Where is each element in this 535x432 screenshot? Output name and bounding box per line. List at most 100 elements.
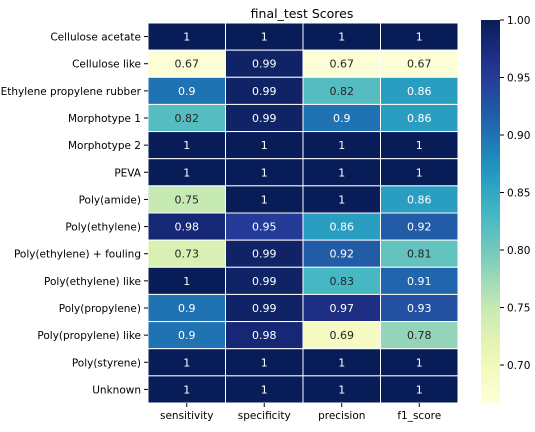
heatmap-cell (147, 212, 226, 241)
heatmap-cell (380, 22, 459, 51)
cell-value-label: 0.99 (252, 85, 277, 98)
colorbar: 0.70 0.75 0.80 0.85 0.90 0.95 1.00 (481, 15, 530, 403)
cell-value-label: 0.86 (330, 221, 355, 234)
cell-value-label: 0.99 (252, 275, 277, 288)
heatmap-cell (225, 22, 304, 51)
cell-value-label: 1 (261, 193, 268, 206)
row-label: Cellulose like (72, 59, 141, 71)
heatmap-cell (380, 321, 459, 350)
cell-value-label: 0.98 (175, 221, 200, 234)
column-label: sensitivity (160, 410, 213, 422)
cell-value-label: 1 (183, 356, 190, 369)
cell-value-label: 1 (338, 139, 345, 152)
cell-value-label: 0.9 (178, 302, 196, 315)
row-label: Poly(ethylene) + fouling (14, 249, 141, 261)
cell-value-label: 0.93 (407, 302, 432, 315)
heatmap-cell (225, 293, 304, 323)
cell-value-label: 1 (261, 356, 268, 369)
cell-value-label: 0.91 (407, 275, 432, 288)
column-label: f1_score (397, 410, 441, 422)
heatmap-cell (380, 293, 459, 323)
heatmap-cell (225, 131, 304, 160)
heatmap-cell (225, 49, 304, 78)
cell-value-label: 0.86 (407, 85, 432, 98)
heatmap-cell (302, 185, 381, 214)
cell-value-label: 1 (261, 31, 268, 44)
row-label: Poly(styrene) (72, 357, 141, 369)
colorbar-tick-label: 0.75 (507, 303, 530, 315)
heatmap-cell (302, 131, 381, 160)
heatmap-cell (380, 158, 459, 187)
heatmap-cell (380, 49, 459, 78)
cell-value-label: 1 (338, 31, 345, 44)
cell-value-label: 1 (338, 383, 345, 396)
cell-value-label: 0.73 (175, 248, 200, 261)
heatmap-cell (225, 375, 304, 404)
heatmap-cells: 1 1 1 1 0.67 0.99 0.67 0.67 0.9 0.99 0.82 0.86 0.82 0… (147, 22, 459, 404)
cell-value-label: 0.99 (252, 302, 277, 315)
row-label: Poly(amide) (79, 194, 141, 206)
cell-value-label: 1 (183, 383, 190, 396)
cell-value-label: 0.99 (252, 58, 277, 71)
heatmap-cell (302, 212, 381, 241)
cell-value-label: 1 (261, 166, 268, 179)
cell-value-label: 0.81 (407, 248, 432, 261)
cell-value-label: 0.92 (407, 221, 432, 234)
cell-value-label: 1 (338, 356, 345, 369)
heatmap-cell (147, 321, 226, 350)
heatmap-cell (380, 239, 459, 268)
cell-value-label: 1 (416, 356, 423, 369)
cell-value-label: 0.67 (330, 58, 355, 71)
cell-value-label: 0.82 (175, 112, 200, 125)
cell-value-label: 0.86 (407, 193, 432, 206)
row-label: Poly(ethylene) (65, 222, 141, 234)
colorbar-tick-label: 0.85 (507, 188, 530, 200)
cell-value-label: 1 (416, 31, 423, 44)
cell-value-label: 1 (416, 139, 423, 152)
cell-value-label: 1 (261, 139, 268, 152)
colorbar-tick-label: 0.80 (507, 245, 530, 257)
heatmap-cell (380, 185, 459, 214)
heatmap-cell (302, 321, 381, 350)
cell-value-label: 0.75 (175, 193, 200, 206)
colorbar-tick-label: 0.70 (507, 360, 530, 372)
cell-value-label: 1 (183, 31, 190, 44)
heatmap-cell (147, 348, 226, 377)
cell-value-label: 0.82 (330, 85, 355, 98)
cell-value-label: 0.67 (175, 58, 200, 71)
cell-value-label: 0.98 (252, 329, 277, 342)
colorbar-tick-label: 1.00 (507, 15, 530, 27)
heatmap-cell (302, 348, 381, 377)
colorbar-tick-label: 0.95 (507, 73, 530, 85)
row-label: Morphotype 2 (68, 140, 141, 152)
colorbar-tick-label: 0.90 (507, 130, 530, 142)
heatmap-cell (380, 131, 459, 160)
chart-title: final_test Scores (251, 6, 354, 21)
colorbar-gradient (481, 20, 500, 403)
heatmap-cell (302, 158, 381, 187)
cell-value-label: 1 (338, 166, 345, 179)
heatmap-cell (147, 266, 226, 295)
cell-value-label: 0.86 (407, 112, 432, 125)
cell-value-label: 0.95 (252, 221, 277, 234)
heatmap-cell (380, 348, 459, 377)
cell-value-label: 1 (183, 275, 190, 288)
column-labels: sensitivity specificity precision f1_score (160, 403, 441, 422)
cell-value-label: 1 (261, 383, 268, 396)
cell-value-label: 0.99 (252, 112, 277, 125)
row-label: Ethylene propylene rubber (1, 86, 142, 98)
heatmap-cell (225, 103, 304, 133)
row-label: PEVA (114, 167, 141, 179)
cell-value-label: 1 (416, 166, 423, 179)
row-labels: Cellulose acetate Cellulose like Ethylene … (1, 32, 148, 396)
heatmap-cell (225, 321, 304, 350)
column-label: precision (318, 410, 365, 422)
heatmap-cell (380, 76, 459, 105)
cell-value-label: 1 (183, 166, 190, 179)
cell-value-label: 0.83 (330, 275, 355, 288)
cell-value-label: 0.9 (333, 112, 351, 125)
column-label: specificity (238, 410, 291, 422)
cell-value-label: 0.97 (330, 302, 355, 315)
row-label: Morphotype 1 (68, 113, 141, 125)
